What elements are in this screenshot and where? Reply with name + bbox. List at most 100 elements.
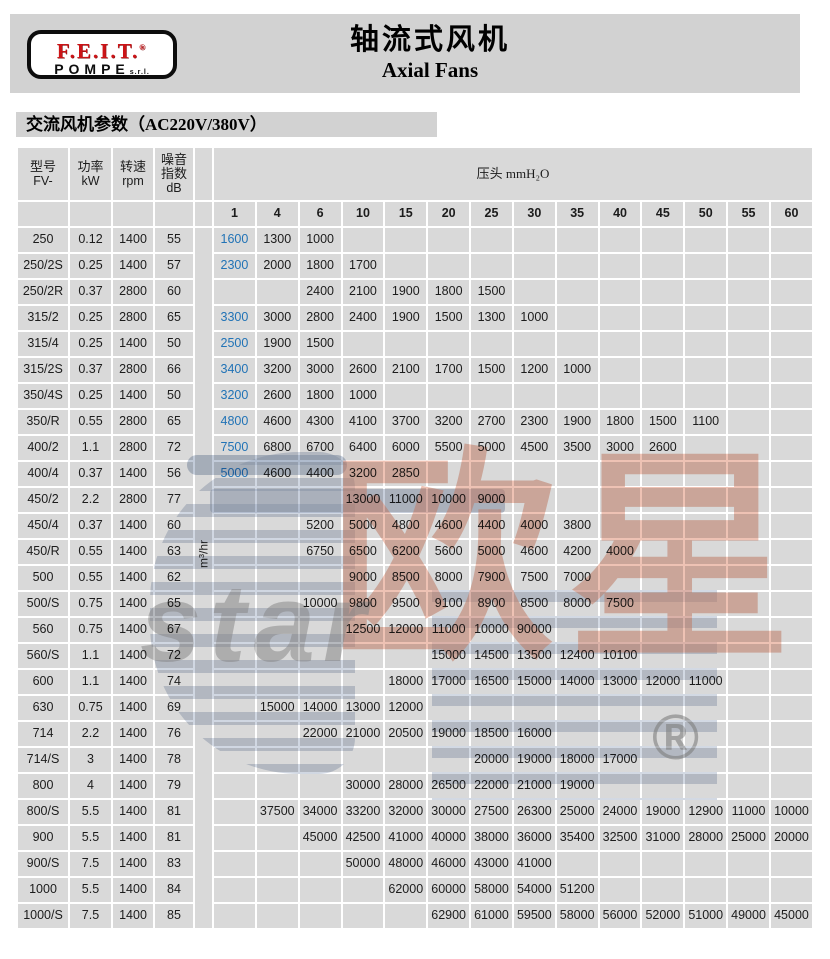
pressure-value-cell: 4600 xyxy=(428,514,470,538)
blank-header-cell xyxy=(195,202,212,226)
pressure-value-cell: 3200 xyxy=(256,358,298,382)
pressure-values-row: 1 4 6 10 15 20 25 30 35 40 45 50 55 60 xyxy=(18,202,812,226)
pressure-value-cell: 13000 xyxy=(342,696,384,720)
pressure-col-header-50: 50 xyxy=(685,202,727,226)
pressure-value-cell: 21000 xyxy=(342,722,384,746)
power-cell: 0.12 xyxy=(70,228,111,252)
page-title-chinese: 轴流式风机 xyxy=(349,24,510,56)
spec-row-450/R: 450/R 0.55 1400 63 6750 6500 6200 5600 5000 4600 4… xyxy=(18,540,812,564)
pressure-value-cell: 20000 xyxy=(471,748,512,772)
pressure-value-cell xyxy=(685,566,727,590)
pressure-value-cell: 43000 xyxy=(471,852,512,876)
pressure-value-cell: 1900 xyxy=(385,306,427,330)
pressure-value-cell xyxy=(385,254,427,278)
logo-suffix: s.r.l. xyxy=(129,69,150,76)
spec-row-400/2: 400/2 1.1 2800 72 7500 6800 6700 6400 6000 5500 50… xyxy=(18,436,812,460)
pressure-value-cell: 2000 xyxy=(256,254,298,278)
pressure-value-cell: 14500 xyxy=(471,644,512,668)
power-cell: 0.55 xyxy=(70,566,111,590)
pressure-value-cell: 4300 xyxy=(299,410,341,434)
pressure-value-cell xyxy=(728,228,769,252)
pressure-value-cell xyxy=(685,540,727,564)
pressure-value-cell xyxy=(770,462,812,486)
pressure-value-cell xyxy=(428,254,470,278)
pressure-value-cell: 5000 xyxy=(471,540,512,564)
pressure-value-cell: 1800 xyxy=(599,410,641,434)
power-cell: 0.37 xyxy=(70,280,111,304)
pressure-value-cell: 6000 xyxy=(385,436,427,460)
pressure-col-header-55: 55 xyxy=(728,202,769,226)
pressure-value-cell xyxy=(685,774,727,798)
model-cell: 400/4 xyxy=(18,462,68,486)
pressure-value-cell: 3000 xyxy=(299,358,341,382)
pressure-value-cell xyxy=(728,774,769,798)
model-cell: 450/2 xyxy=(18,488,68,512)
noise-cell: 65 xyxy=(155,410,193,434)
pressure-value-cell: 62000 xyxy=(385,878,427,902)
pressure-value-cell xyxy=(685,852,727,876)
speed-cell: 1400 xyxy=(113,904,153,928)
power-cell: 0.25 xyxy=(70,384,111,408)
model-cell: 350/4S xyxy=(18,384,68,408)
spec-row-450/2: 450/2 2.2 2800 77 13000 11000 10000 9000 xyxy=(18,488,812,512)
flow-unit-label: m³/hr xyxy=(196,540,211,568)
pressure-value-cell xyxy=(642,384,684,408)
pressure-value-cell: 9500 xyxy=(385,592,427,616)
model-cell: 500 xyxy=(18,566,68,590)
pressure-value-cell xyxy=(728,358,769,382)
pressure-col-header-1: 1 xyxy=(214,202,255,226)
pressure-value-cell xyxy=(770,410,812,434)
spec-row-315/2S: 315/2S 0.37 2800 66 3400 3200 3000 2600 2100 1700… xyxy=(18,358,812,382)
pressure-value-cell xyxy=(599,488,641,512)
pressure-value-cell xyxy=(299,774,341,798)
pressure-value-cell xyxy=(642,358,684,382)
pressure-value-cell: 4000 xyxy=(599,540,641,564)
pressure-value-cell xyxy=(685,384,727,408)
pressure-value-cell xyxy=(770,852,812,876)
power-cell: 7.5 xyxy=(70,904,111,928)
model-cell: 600 xyxy=(18,670,68,694)
pressure-col-header-60: 60 xyxy=(770,202,812,226)
pressure-value-cell xyxy=(599,696,641,720)
pressure-value-cell: 54000 xyxy=(513,878,555,902)
pressure-value-cell: 1500 xyxy=(299,332,341,356)
power-cell: 0.55 xyxy=(70,410,111,434)
spec-row-450/4: 450/4 0.37 1400 60 5200 5000 4800 4600 4400 4000 3… xyxy=(18,514,812,538)
model-cell: 800 xyxy=(18,774,68,798)
pressure-col-header-15: 15 xyxy=(385,202,427,226)
spec-row-315/2: 315/2 0.25 2800 65 3300 3000 2800 2400 1900 1500 1… xyxy=(18,306,812,330)
model-cell: 900/S xyxy=(18,852,68,876)
pressure-value-cell: 12900 xyxy=(685,800,727,824)
power-cell: 2.2 xyxy=(70,722,111,746)
feit-pompe-logo: F.E.I.T.® POMPEs.r.l. xyxy=(27,30,177,79)
power-cell: 1.1 xyxy=(70,644,111,668)
logo-subbrand-text: POMPEs.r.l. xyxy=(54,61,150,77)
col-header-model: 型号 FV- xyxy=(18,148,68,200)
pressure-value-cell: 56000 xyxy=(599,904,641,928)
spec-row-500: 500 0.55 1400 62 9000 8500 8000 7900 7500 7000 xyxy=(18,566,812,590)
pressure-value-cell xyxy=(385,748,427,772)
pressure-value-cell: 11000 xyxy=(728,800,769,824)
pressure-value-cell: 19000 xyxy=(556,774,598,798)
spec-row-1000/S: 1000/S 7.5 1400 85 62900 61000 59500 58000 56000… xyxy=(18,904,812,928)
pressure-value-cell xyxy=(299,904,341,928)
pressure-value-cell: 5000 xyxy=(342,514,384,538)
pressure-value-cell xyxy=(299,618,341,642)
pressure-value-cell xyxy=(642,514,684,538)
pressure-value-cell xyxy=(256,904,298,928)
pressure-value-cell xyxy=(299,878,341,902)
pressure-value-cell xyxy=(685,696,727,720)
pressure-value-cell: 5500 xyxy=(428,436,470,460)
pressure-value-cell: 5200 xyxy=(299,514,341,538)
pressure-value-cell xyxy=(770,566,812,590)
speed-cell: 1400 xyxy=(113,566,153,590)
model-cell: 250 xyxy=(18,228,68,252)
pressure-value-cell: 58000 xyxy=(471,878,512,902)
speed-cell: 1400 xyxy=(113,384,153,408)
pressure-value-cell xyxy=(642,488,684,512)
pressure-value-cell: 4800 xyxy=(385,514,427,538)
pressure-value-cell: 8000 xyxy=(556,592,598,616)
model-cell: 450/R xyxy=(18,540,68,564)
noise-cell: 56 xyxy=(155,462,193,486)
pressure-value-cell: 4800 xyxy=(214,410,255,434)
